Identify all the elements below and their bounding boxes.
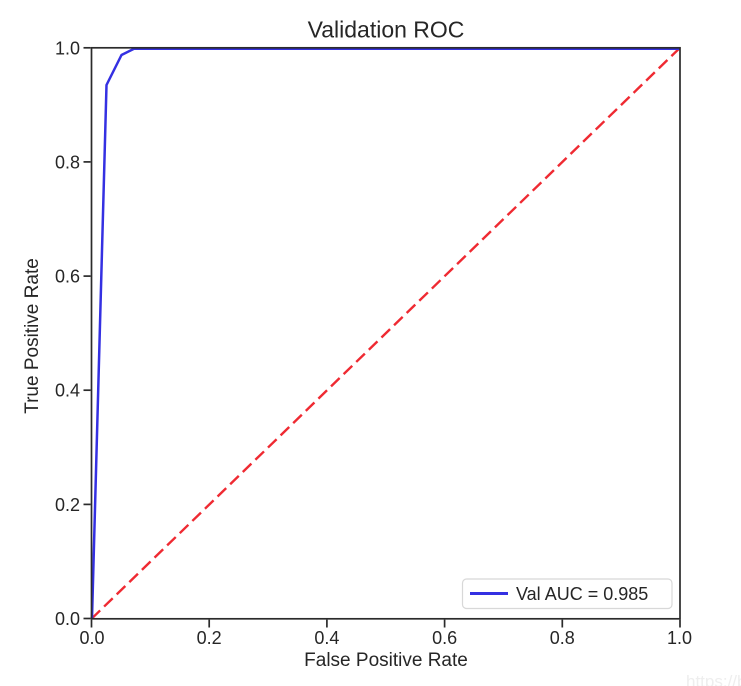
svg-text:0.0: 0.0 xyxy=(79,628,104,648)
svg-text:0.4: 0.4 xyxy=(55,381,80,401)
svg-text:0.8: 0.8 xyxy=(550,628,575,648)
svg-text:0.8: 0.8 xyxy=(55,152,80,172)
svg-text:0.6: 0.6 xyxy=(55,267,80,287)
svg-text:True Positive Rate: True Positive Rate xyxy=(22,258,43,414)
svg-text:False Positive Rate: False Positive Rate xyxy=(304,650,468,671)
svg-text:1.0: 1.0 xyxy=(55,38,80,58)
svg-text:https://blo: https://blo xyxy=(686,672,741,686)
svg-text:0.2: 0.2 xyxy=(197,628,222,648)
svg-text:Validation ROC: Validation ROC xyxy=(308,17,465,43)
svg-text:0.6: 0.6 xyxy=(432,628,457,648)
svg-text:0.0: 0.0 xyxy=(55,609,80,629)
svg-text:0.4: 0.4 xyxy=(314,628,339,648)
svg-text:Val AUC = 0.985: Val AUC = 0.985 xyxy=(516,584,648,604)
svg-text:1.0: 1.0 xyxy=(667,628,692,648)
svg-text:0.2: 0.2 xyxy=(55,495,80,515)
